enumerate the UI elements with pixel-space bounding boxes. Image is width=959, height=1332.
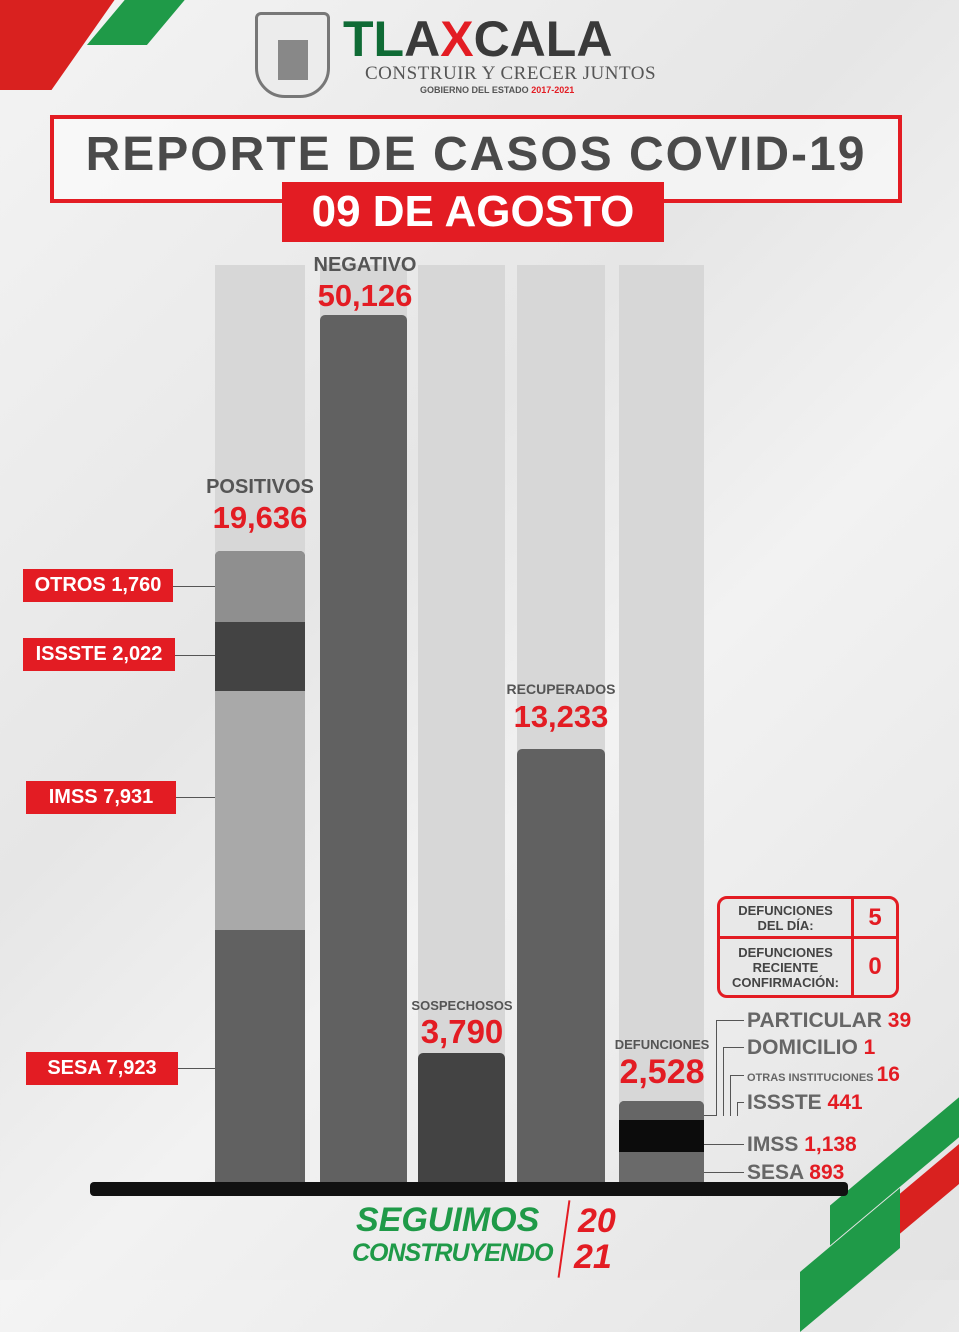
value-recuperados: 13,233 xyxy=(513,699,609,734)
segment-other-institutions xyxy=(619,1101,704,1120)
breakdown-imss: IMSS 1,138 xyxy=(747,1133,857,1156)
value-sospechosos: 3,790 xyxy=(420,1013,504,1050)
value-defunciones: 2,528 xyxy=(619,1053,705,1091)
deaths-today-label: DEFUNCIONES DEL DÍA: xyxy=(720,899,854,936)
leader-line xyxy=(704,1115,716,1116)
coat-of-arms-icon xyxy=(255,12,330,98)
footer-year-top: 20 xyxy=(578,1202,616,1240)
deaths-recent-label: DEFUNCIONES RECIENTE CONFIRMACIÓN: xyxy=(720,939,854,995)
chart-baseline xyxy=(90,1182,848,1196)
report-date: 09 DE AGOSTO xyxy=(282,182,664,242)
deaths-recent-value: 0 xyxy=(868,953,882,980)
leader-line xyxy=(178,1068,215,1069)
deaths-today-value: 5 xyxy=(868,903,882,931)
breakdown-sesa: SESA 893 xyxy=(747,1161,845,1184)
bar-positivos xyxy=(215,551,305,1183)
segment-sesa xyxy=(619,1152,704,1183)
leader-line xyxy=(704,1144,744,1145)
label-negativo: NEGATIVO xyxy=(313,254,417,276)
leader-line xyxy=(737,1102,738,1116)
logo-tlaxcala: TLAXCALA xyxy=(343,11,613,67)
footer-divider xyxy=(557,1200,571,1278)
footer-slogan-line2: CONSTRUYENDO xyxy=(352,1239,554,1267)
label-positivos: POSITIVOS xyxy=(206,476,314,498)
value-negativo: 50,126 xyxy=(317,278,413,313)
slogan: CONSTRUIR Y CRECER JUNTOS xyxy=(365,63,657,84)
breakdown-otras-instituciones: OTRAS INSTITUCIONES 16 xyxy=(747,1063,900,1086)
segment-issste xyxy=(215,622,305,691)
leader-line xyxy=(716,1020,744,1021)
leader-line xyxy=(737,1102,744,1103)
track-defunciones xyxy=(619,265,704,1183)
leader-line xyxy=(723,1047,744,1048)
leader-line xyxy=(730,1075,744,1076)
track-sospechosos xyxy=(418,265,505,1183)
tag-sesa: SESA 7,923 xyxy=(26,1052,178,1085)
segment-imss xyxy=(215,691,305,930)
leader-line xyxy=(173,586,215,587)
tag-otros: OTROS 1,760 xyxy=(23,569,173,602)
footer-year-bottom: 21 xyxy=(574,1238,612,1276)
government-label: GOBIERNO DEL ESTADO 2017-2021 xyxy=(420,85,575,95)
leader-line xyxy=(704,1172,744,1173)
bar-recuperados xyxy=(517,749,605,1183)
value-positivos: 19,636 xyxy=(212,500,308,535)
deaths-table: DEFUNCIONES DEL DÍA: 5 DEFUNCIONES RECIE… xyxy=(717,896,899,998)
page-title: REPORTE DE CASOS COVID-19 xyxy=(85,128,867,181)
leader-line xyxy=(716,1020,717,1116)
leader-line xyxy=(176,797,215,798)
decor-red-stripe xyxy=(0,0,129,90)
deaths-today-row: DEFUNCIONES DEL DÍA: 5 xyxy=(720,899,896,939)
bar-sospechosos xyxy=(418,1053,505,1183)
deaths-recent-row: DEFUNCIONES RECIENTE CONFIRMACIÓN: 0 xyxy=(720,939,896,995)
footer-slogan-line1: SEGUIMOS xyxy=(356,1201,540,1239)
tag-imss: IMSS 7,931 xyxy=(26,781,176,814)
bar-defunciones xyxy=(619,1101,704,1183)
breakdown-issste: ISSSTE 441 xyxy=(747,1091,863,1114)
tag-issste: ISSSTE 2,022 xyxy=(23,638,175,671)
segment-sesa xyxy=(215,930,305,1183)
breakdown-particular: PARTICULAR 39 xyxy=(747,1009,912,1032)
label-recuperados: RECUPERADOS xyxy=(506,681,616,697)
leader-line xyxy=(175,655,215,656)
breakdown-domicilio: DOMICILIO 1 xyxy=(747,1036,876,1059)
segment-otros xyxy=(215,551,305,622)
label-sospechosos: SOSPECHOSOS xyxy=(411,998,513,1013)
leader-line xyxy=(730,1075,731,1116)
segment-imss xyxy=(619,1120,704,1152)
leader-line xyxy=(723,1047,724,1116)
bar-negativo xyxy=(320,315,407,1183)
label-defunciones: DEFUNCIONES xyxy=(614,1037,710,1052)
